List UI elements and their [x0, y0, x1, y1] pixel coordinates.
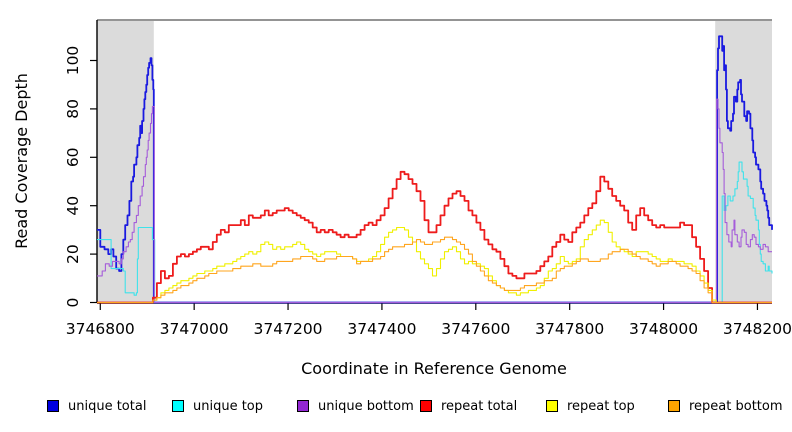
- legend-swatch-repeat-bottom: [668, 400, 680, 412]
- series-repeat-bottom: [97, 236, 772, 304]
- coverage-plot: 3746800 3747000 3747200 3747400 3747600 37478…: [12, 19, 792, 378]
- y-tick-label: 20: [64, 244, 82, 264]
- legend-item-repeat-top: repeat top: [546, 396, 635, 416]
- highlight-region-unique-flank-left: [97, 21, 154, 302]
- x-tick-label: 3747800: [535, 320, 604, 338]
- legend-label-unique-total: unique total: [68, 398, 147, 414]
- y-tick-label: 60: [64, 147, 82, 167]
- legend-item-repeat-total: repeat total: [420, 396, 517, 416]
- y-axis-title: Read Coverage Depth: [12, 73, 31, 249]
- legend: unique total unique top unique bottom repea…: [0, 396, 792, 422]
- legend-item-repeat-bottom: repeat bottom: [668, 396, 783, 416]
- legend-item-unique-top: unique top: [172, 396, 263, 416]
- y-tick-label: 100: [64, 46, 82, 76]
- y-tick-label: 80: [64, 99, 82, 119]
- series-unique-total: [97, 35, 773, 304]
- x-tick-label: 3747400: [347, 320, 416, 338]
- legend-label-repeat-top: repeat top: [567, 398, 635, 414]
- legend-swatch-repeat-total: [420, 400, 432, 412]
- legend-swatch-unique-bottom: [297, 400, 309, 412]
- x-tick-label: 3748200: [723, 320, 792, 338]
- legend-item-unique-total: unique total: [47, 396, 146, 416]
- legend-item-unique-bottom: unique bottom: [297, 396, 414, 416]
- x-tick-label: 3748000: [629, 320, 698, 338]
- x-tick-label: 3747200: [254, 320, 323, 338]
- legend-swatch-repeat-top: [546, 400, 558, 412]
- legend-label-repeat-total: repeat total: [441, 398, 518, 414]
- y-tick-label: 40: [64, 196, 82, 216]
- legend-swatch-unique-total: [47, 400, 59, 412]
- legend-label-unique-top: unique top: [193, 398, 264, 414]
- series-repeat-top: [97, 219, 772, 304]
- series-repeat-total: [97, 170, 772, 304]
- legend-label-unique-bottom: unique bottom: [318, 398, 414, 414]
- series-unique-bottom: [97, 98, 772, 304]
- x-tick-label: 3747600: [441, 320, 510, 338]
- legend-label-repeat-bottom: repeat bottom: [689, 398, 783, 414]
- x-tick-label: 3746800: [66, 320, 135, 338]
- y-tick-label: 0: [64, 298, 82, 308]
- series-unique-top: [97, 161, 773, 304]
- legend-swatch-unique-top: [172, 400, 184, 412]
- x-tick-label: 3747000: [160, 320, 229, 338]
- x-axis-title: Coordinate in Reference Genome: [301, 359, 567, 378]
